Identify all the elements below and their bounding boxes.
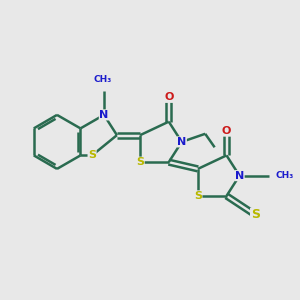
- Text: O: O: [222, 126, 231, 136]
- Text: S: S: [194, 191, 202, 201]
- Text: O: O: [164, 92, 173, 102]
- Text: CH₃: CH₃: [94, 75, 112, 84]
- Text: N: N: [177, 137, 186, 147]
- Text: N: N: [99, 110, 109, 120]
- Text: N: N: [235, 171, 244, 181]
- Text: S: S: [88, 150, 96, 161]
- Text: S: S: [250, 208, 260, 221]
- Text: S: S: [136, 157, 144, 167]
- Text: CH₃: CH₃: [275, 171, 294, 180]
